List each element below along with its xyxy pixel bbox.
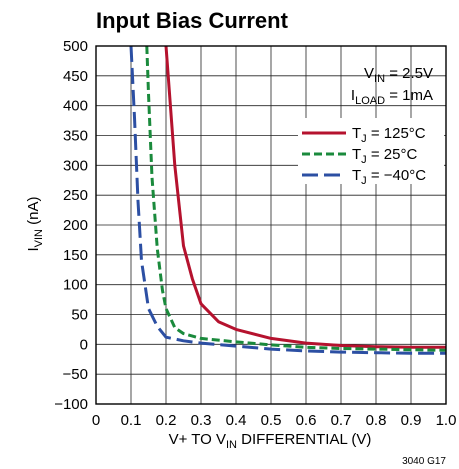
figure-id: 3040 G17 <box>402 456 446 467</box>
series-line-2 <box>129 46 446 355</box>
y-tick-label: 200 <box>63 217 88 234</box>
y-tick-label: 150 <box>63 247 88 264</box>
y-tick-label: 100 <box>63 277 88 294</box>
x-tick-label: 0 <box>92 412 100 429</box>
y-tick-label: 500 <box>63 38 88 55</box>
legend-label-0: TJ = 125°C <box>352 125 426 145</box>
legend-label-1: TJ = 25°C <box>352 146 417 166</box>
plot-border <box>95 45 447 405</box>
series-line-0 <box>164 46 446 349</box>
legend-background <box>298 118 444 184</box>
x-tick-label: 1.0 <box>436 412 457 429</box>
x-tick-label: 0.5 <box>261 412 282 429</box>
y-tick-label: 300 <box>63 157 88 174</box>
x-tick-label: 0.3 <box>191 412 212 429</box>
y-tick-label: −50 <box>63 366 88 383</box>
x-tick-label: 0.9 <box>401 412 422 429</box>
legend-label-2: TJ = −40°C <box>352 167 426 187</box>
y-tick-label: 450 <box>63 68 88 85</box>
condition-text-0: VIN = 2.5V <box>364 65 433 85</box>
x-tick-label: 0.8 <box>366 412 387 429</box>
chart-title: Input Bias Current <box>96 8 289 33</box>
series-line-1 <box>145 46 446 352</box>
y-tick-label: 350 <box>63 128 88 145</box>
x-tick-label: 0.6 <box>296 412 317 429</box>
y-tick-label: 0 <box>80 336 88 353</box>
x-axis-ticks: 0 0.1 0.2 0.3 0.4 0.5 0.6 0.7 0.8 0.9 1.0 <box>92 412 457 429</box>
x-axis-label: V+ TO VIN DIFFERENTIAL (V) <box>169 431 372 451</box>
x-tick-label: 0.1 <box>121 412 142 429</box>
x-tick-label: 0.4 <box>226 412 247 429</box>
y-tick-label: 400 <box>63 98 88 115</box>
y-axis-label: IVIN (nA) <box>25 196 45 251</box>
legend: TJ = 125°CTJ = 25°CTJ = −40°C <box>302 125 426 187</box>
y-tick-label: −100 <box>54 396 88 413</box>
x-tick-label: 0.2 <box>156 412 177 429</box>
x-tick-label: 0.7 <box>331 412 352 429</box>
series-layer <box>129 46 446 355</box>
y-tick-label: 250 <box>63 187 88 204</box>
y-tick-label: 50 <box>71 307 88 324</box>
condition-text-1: ILOAD = 1mA <box>351 87 433 107</box>
